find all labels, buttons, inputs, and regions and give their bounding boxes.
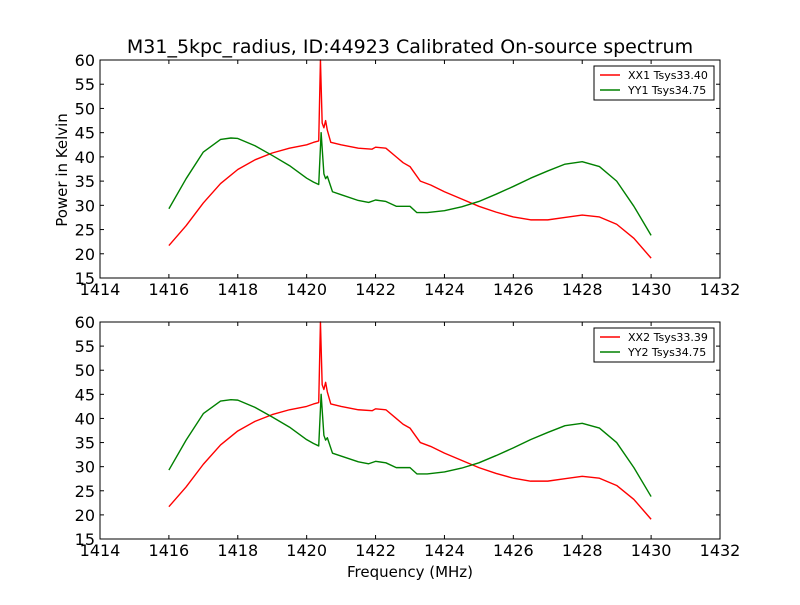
x-tick-label: 1422: [355, 541, 396, 560]
plot-frame: [99, 321, 721, 540]
legend-label-1: XX1 Tsys33.40: [628, 69, 708, 82]
x-tick-label: 1420: [286, 541, 327, 560]
legend: XX2 Tsys33.39 YY2 Tsys34.75: [593, 327, 715, 363]
y-tick-label: 55: [75, 337, 95, 356]
plot-frame: [99, 59, 721, 279]
y-tick-label: 60: [75, 313, 95, 332]
legend-label-2: YY1 Tsys34.75: [627, 84, 706, 97]
y-tick-label: 50: [75, 99, 95, 118]
y-tick-label: 55: [75, 75, 95, 94]
y-tick-label: 60: [75, 51, 95, 70]
x-tick-label: 1426: [493, 280, 534, 299]
series-line-1-2: [168, 131, 652, 236]
x-tick-label: 1422: [355, 280, 396, 299]
x-tick-label: 1430: [631, 541, 672, 560]
y-tick-label: 35: [75, 172, 95, 191]
x-tick-label: 1416: [149, 280, 190, 299]
x-tick-label: 1426: [493, 541, 534, 560]
legend-box: [593, 327, 715, 363]
x-tick-label: 1430: [631, 280, 672, 299]
x-axis-label: Frequency (MHz): [347, 563, 473, 581]
top-panel: 1414 1416 1418 1420 1422 1424 1426 1428 1430 1432…: [75, 51, 741, 299]
x-tick-label: 1424: [424, 280, 465, 299]
y-tick-label: 30: [75, 458, 95, 477]
series-line-1-1: [168, 59, 652, 259]
bottom-panel: 1414 1416 1418 1420 1422 1424 1426 1428 1430 1432…: [75, 313, 741, 560]
series-line-2-1: [168, 321, 652, 520]
x-tick-label: 1414: [80, 280, 121, 299]
series-line-2-2: [168, 393, 652, 497]
y-tick-label: 45: [75, 124, 95, 143]
x-tick-label: 1432: [700, 280, 741, 299]
x-tick-label: 1418: [217, 541, 258, 560]
x-tick-label: 1416: [149, 541, 190, 560]
y-tick-label: 30: [75, 196, 95, 215]
legend-label-1: XX2 Tsys33.39: [628, 331, 708, 344]
legend: XX1 Tsys33.40 YY1 Tsys34.75: [593, 65, 715, 101]
y-tick-label: 50: [75, 361, 95, 380]
legend-box: [593, 65, 715, 101]
chart-title: M31_5kpc_radius, ID:44923 Calibrated On-…: [127, 36, 693, 58]
y-tick-label: 25: [75, 221, 95, 240]
y-tick-label: 25: [75, 482, 95, 501]
x-tick-label: 1420: [286, 280, 327, 299]
y-tick-label: 15: [75, 530, 95, 549]
x-tick-label: 1428: [562, 541, 603, 560]
y-tick-label: 35: [75, 434, 95, 453]
y-tick-label: 15: [75, 269, 95, 288]
y-tick-label: 45: [75, 385, 95, 404]
x-tick-label: 1432: [700, 541, 741, 560]
x-tick-label: 1424: [424, 541, 465, 560]
y-axis-label: Power in Kelvin: [53, 113, 71, 227]
legend-label-2: YY2 Tsys34.75: [627, 346, 706, 359]
x-tick-label: 1414: [80, 541, 121, 560]
y-tick-label: 40: [75, 148, 95, 167]
x-tick-label: 1418: [217, 280, 258, 299]
y-tick-label: 20: [75, 245, 95, 264]
y-tick-label: 40: [75, 409, 95, 428]
y-tick-label: 20: [75, 506, 95, 525]
x-tick-label: 1428: [562, 280, 603, 299]
